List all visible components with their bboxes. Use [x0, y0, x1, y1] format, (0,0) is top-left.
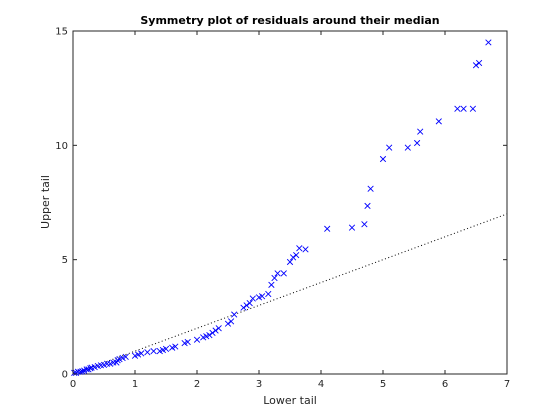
data-point [348, 224, 356, 231]
data-point [246, 299, 253, 307]
data-point [296, 245, 303, 252]
data-point [138, 350, 145, 357]
x-tick-label: 6 [442, 379, 448, 390]
data-point [162, 345, 170, 352]
data-point [364, 202, 371, 210]
y-axis-label: Upper tail [39, 175, 52, 229]
data-point [243, 302, 250, 309]
data-point [280, 270, 287, 277]
data-point [215, 325, 222, 332]
data-point [258, 293, 266, 300]
y-tick-label: 10 [55, 141, 68, 152]
data-point [454, 105, 461, 112]
reference-line-group [72, 213, 508, 375]
data-point [212, 327, 219, 334]
data-point [265, 290, 272, 298]
data-point [85, 366, 92, 373]
data-point [386, 144, 393, 151]
data-point [114, 357, 121, 364]
data-point [286, 258, 294, 266]
data-point [324, 225, 331, 232]
data-point [367, 185, 374, 192]
data-point [144, 349, 151, 356]
data-point [122, 353, 129, 360]
data-point [271, 274, 278, 282]
x-tick-label: 5 [380, 379, 386, 390]
data-point [77, 368, 84, 375]
data-point [193, 336, 201, 343]
x-tick-label: 0 [70, 379, 76, 390]
data-point [224, 320, 232, 327]
data-point [289, 254, 297, 261]
data-point [71, 369, 78, 376]
data-point [79, 368, 86, 375]
data-point [485, 39, 492, 46]
data-point [435, 118, 442, 125]
data-point [268, 281, 275, 288]
data-point [150, 348, 157, 355]
data-point [469, 105, 477, 112]
data-point [227, 318, 235, 325]
data-point [302, 246, 309, 253]
x-axis-label: Lower tail [263, 394, 317, 407]
y-axis-ticks: 0 5 10 15 [55, 27, 507, 381]
data-point [475, 59, 483, 67]
data-point [293, 251, 300, 259]
x-tick-label: 7 [504, 379, 510, 390]
x-tick-label: 4 [318, 379, 324, 390]
x-tick-label: 1 [132, 379, 138, 390]
data-point [460, 105, 467, 112]
data-point [206, 332, 213, 339]
reference-line [72, 213, 508, 375]
data-point [184, 338, 191, 346]
data-point [379, 155, 387, 163]
data-point [83, 366, 90, 373]
data-point [231, 311, 238, 318]
data-point [249, 295, 256, 302]
plot-area [72, 30, 508, 375]
x-tick-label: 2 [194, 379, 200, 390]
data-point [413, 139, 421, 147]
y-tick-label: 0 [62, 370, 68, 381]
data-point [472, 62, 480, 69]
data-point [404, 144, 411, 151]
x-axis-ticks: 0 1 2 3 4 5 6 7 [70, 31, 510, 390]
data-point [209, 329, 216, 336]
data-point [172, 343, 179, 350]
x-tick-label: 3 [256, 379, 262, 390]
data-markers [71, 39, 492, 376]
data-point [361, 221, 368, 228]
y-tick-label: 15 [55, 27, 68, 38]
data-point [240, 304, 247, 311]
chart-title: Symmetry plot of residuals around their … [140, 14, 439, 27]
y-tick-label: 5 [62, 255, 68, 266]
data-point [417, 128, 424, 135]
data-point [274, 270, 281, 277]
